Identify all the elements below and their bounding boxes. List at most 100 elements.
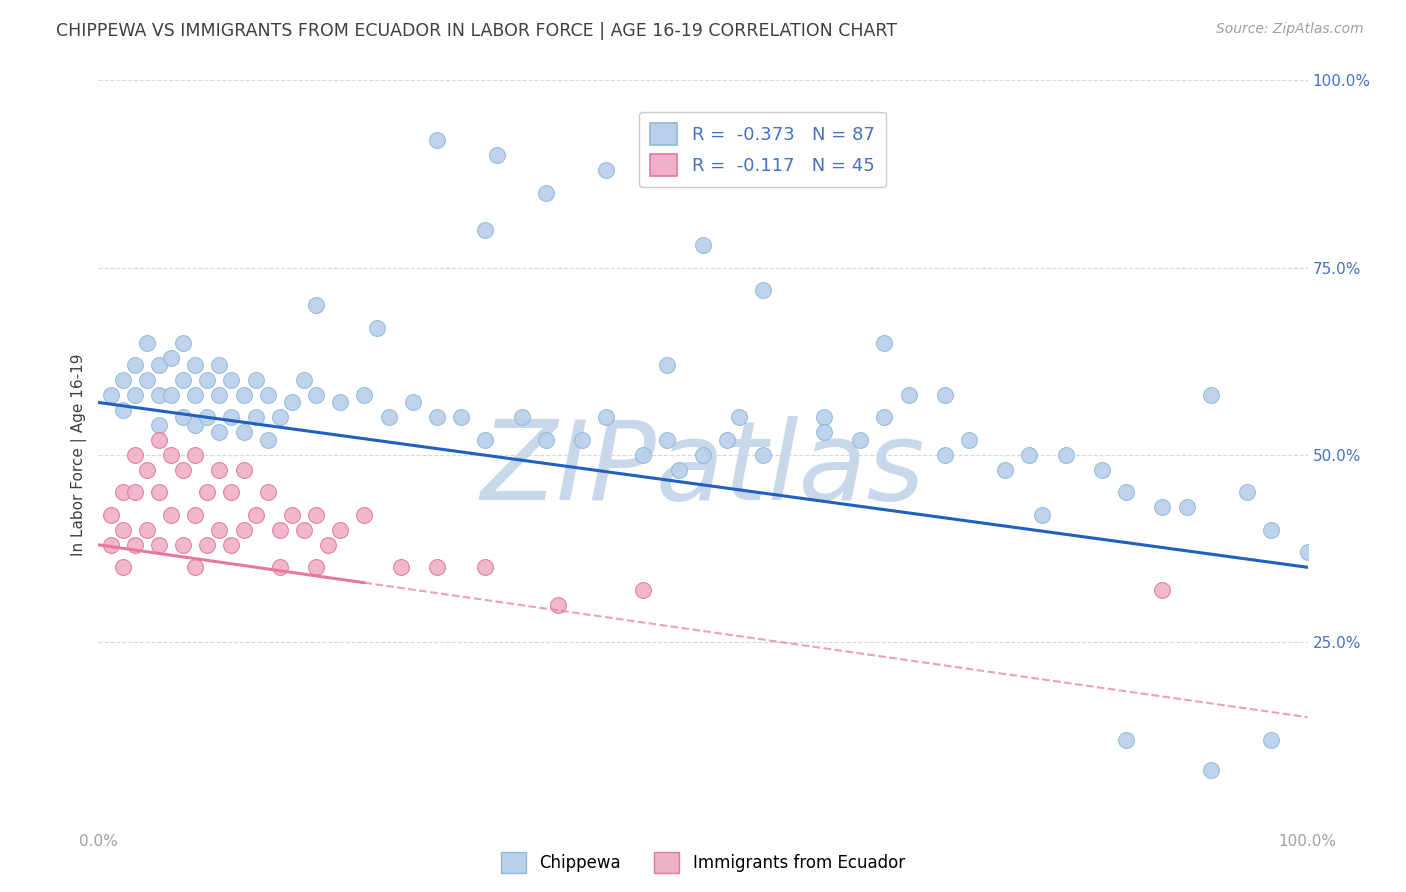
Point	[450, 410, 472, 425]
Point	[172, 463, 194, 477]
Point	[1115, 732, 1137, 747]
Point	[221, 373, 243, 387]
Point	[245, 410, 267, 425]
Point	[631, 448, 654, 462]
Point	[813, 410, 835, 425]
Point	[100, 538, 122, 552]
Point	[353, 388, 375, 402]
Point	[692, 238, 714, 252]
Point	[873, 410, 896, 425]
Point	[208, 463, 231, 477]
Point	[232, 425, 254, 440]
Point	[245, 373, 267, 387]
Point	[305, 388, 328, 402]
Point	[474, 433, 496, 447]
Point	[728, 410, 751, 425]
Point	[1152, 500, 1174, 515]
Point	[1175, 500, 1198, 515]
Point	[934, 388, 956, 402]
Point	[1018, 448, 1040, 462]
Point	[1091, 463, 1114, 477]
Point	[124, 448, 146, 462]
Point	[256, 485, 278, 500]
Point	[184, 358, 207, 372]
Point	[256, 433, 278, 447]
Point	[221, 410, 243, 425]
Point	[269, 523, 291, 537]
Point	[100, 508, 122, 522]
Point	[111, 373, 134, 387]
Point	[329, 395, 352, 409]
Point	[148, 417, 170, 432]
Point	[148, 485, 170, 500]
Point	[474, 223, 496, 237]
Point	[184, 388, 207, 402]
Point	[221, 485, 243, 500]
Legend: R =  -0.373   N = 87, R =  -0.117   N = 45: R = -0.373 N = 87, R = -0.117 N = 45	[640, 112, 886, 186]
Point	[124, 538, 146, 552]
Point	[256, 388, 278, 402]
Point	[655, 433, 678, 447]
Point	[292, 523, 315, 537]
Point	[402, 395, 425, 409]
Point	[281, 395, 304, 409]
Point	[208, 358, 231, 372]
Point	[1236, 485, 1258, 500]
Point	[534, 433, 557, 447]
Point	[1260, 523, 1282, 537]
Point	[316, 538, 339, 552]
Point	[160, 448, 183, 462]
Point	[426, 133, 449, 147]
Point	[752, 448, 775, 462]
Point	[1260, 732, 1282, 747]
Point	[934, 448, 956, 462]
Point	[195, 410, 218, 425]
Point	[849, 433, 872, 447]
Point	[269, 560, 291, 574]
Point	[813, 425, 835, 440]
Point	[366, 320, 388, 334]
Point	[389, 560, 412, 574]
Point	[135, 335, 157, 350]
Point	[148, 388, 170, 402]
Point	[752, 283, 775, 297]
Text: ZIPatlas: ZIPatlas	[481, 417, 925, 524]
Point	[111, 560, 134, 574]
Point	[377, 410, 399, 425]
Point	[245, 508, 267, 522]
Point	[534, 186, 557, 200]
Legend: Chippewa, Immigrants from Ecuador: Chippewa, Immigrants from Ecuador	[495, 846, 911, 880]
Point	[232, 388, 254, 402]
Point	[172, 335, 194, 350]
Point	[172, 538, 194, 552]
Point	[172, 373, 194, 387]
Point	[426, 560, 449, 574]
Point	[111, 403, 134, 417]
Text: CHIPPEWA VS IMMIGRANTS FROM ECUADOR IN LABOR FORCE | AGE 16-19 CORRELATION CHART: CHIPPEWA VS IMMIGRANTS FROM ECUADOR IN L…	[56, 22, 897, 40]
Point	[1199, 388, 1222, 402]
Point	[135, 523, 157, 537]
Point	[195, 373, 218, 387]
Point	[184, 448, 207, 462]
Point	[124, 388, 146, 402]
Point	[184, 508, 207, 522]
Point	[111, 523, 134, 537]
Point	[208, 425, 231, 440]
Point	[994, 463, 1017, 477]
Point	[148, 358, 170, 372]
Text: Source: ZipAtlas.com: Source: ZipAtlas.com	[1216, 22, 1364, 37]
Point	[716, 433, 738, 447]
Point	[474, 560, 496, 574]
Point	[184, 560, 207, 574]
Point	[873, 335, 896, 350]
Point	[305, 560, 328, 574]
Point	[1054, 448, 1077, 462]
Point	[897, 388, 920, 402]
Point	[148, 538, 170, 552]
Point	[184, 417, 207, 432]
Point	[269, 410, 291, 425]
Point	[486, 148, 509, 162]
Point	[195, 485, 218, 500]
Point	[232, 523, 254, 537]
Point	[595, 163, 617, 178]
